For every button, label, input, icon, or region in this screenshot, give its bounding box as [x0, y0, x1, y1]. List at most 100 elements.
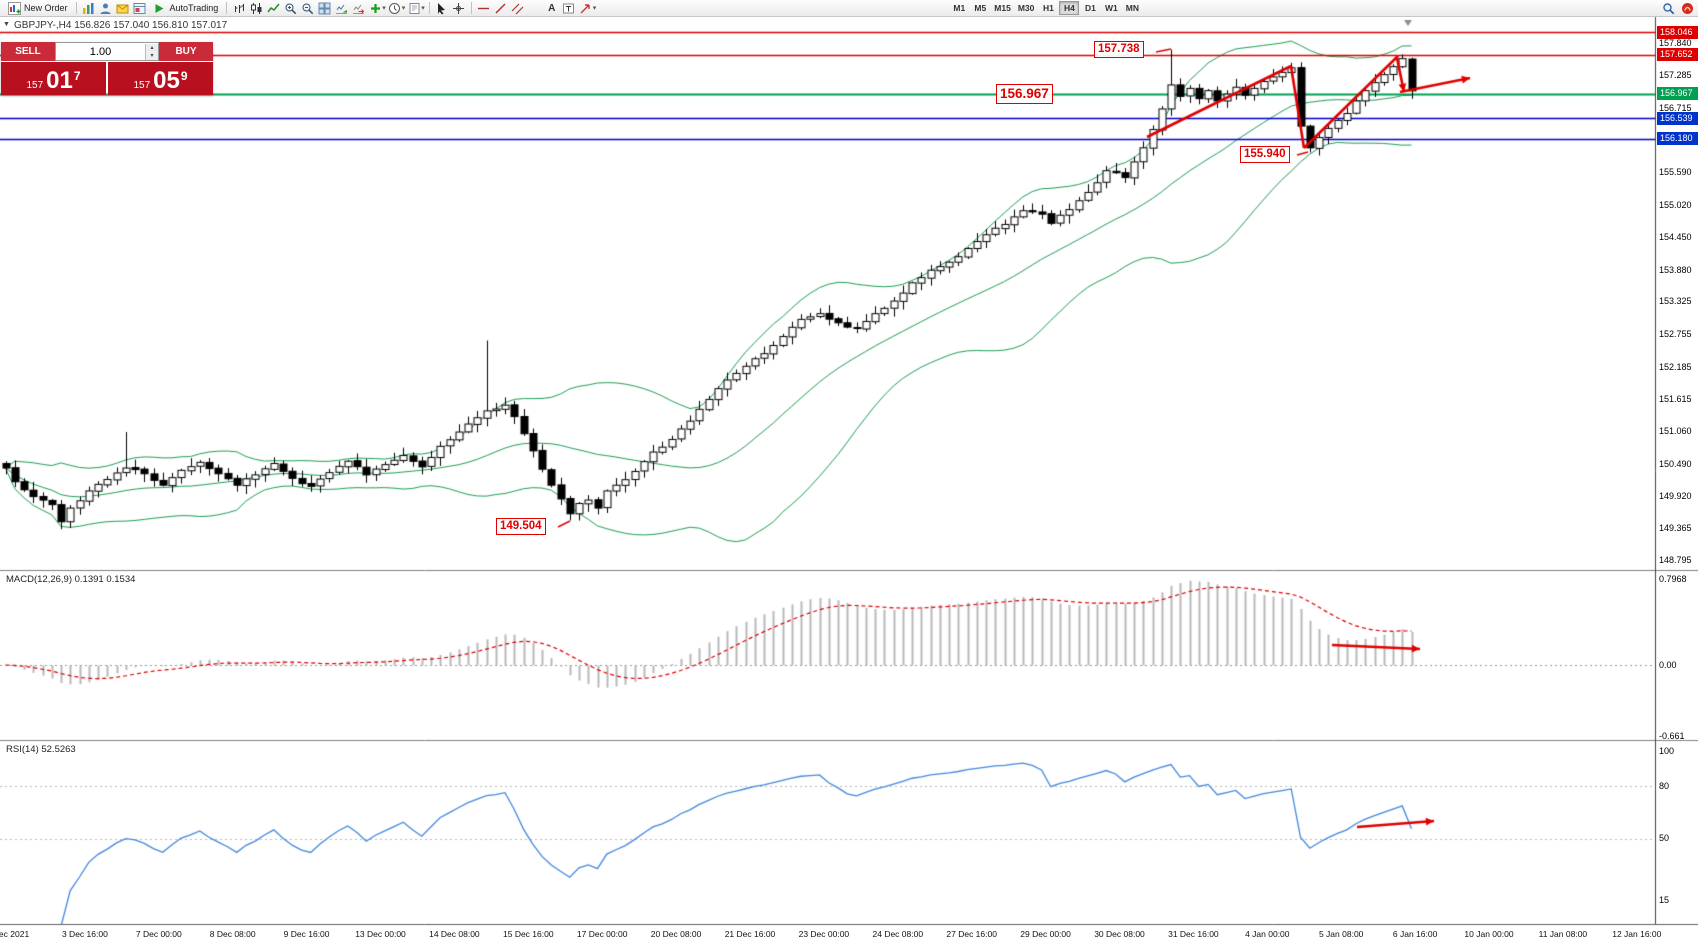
shapes-icon[interactable]: [578, 1, 594, 16]
periods-icon[interactable]: [387, 1, 403, 16]
market-watch-icon[interactable]: [81, 1, 97, 16]
timeframe-m15-button[interactable]: M15: [994, 3, 1011, 13]
stepper-down-icon[interactable]: ▾: [146, 51, 158, 60]
price-axis-tag: 156.539: [1657, 111, 1698, 125]
volume-input[interactable]: [56, 45, 145, 58]
timeframe-d1-button[interactable]: D1: [1084, 3, 1096, 13]
autotrading-button[interactable]: AutoTrading: [149, 1, 223, 16]
time-axis-label: 6 Jan 16:00: [1392, 929, 1438, 939]
cursor-icon[interactable]: [434, 1, 450, 16]
tile-windows-icon[interactable]: [316, 1, 332, 16]
price-axis-label: 151.615: [1659, 394, 1692, 405]
price-axis-label: 155.590: [1659, 166, 1692, 177]
price-axis-label: 155.020: [1659, 199, 1692, 210]
price-axis-tag: 156.180: [1657, 132, 1698, 146]
time-axis-label: 8 Dec 08:00: [209, 929, 256, 939]
chevron-down-icon[interactable]: ▾: [382, 5, 386, 12]
timeframe-h4-button[interactable]: H4: [1059, 1, 1080, 15]
auto-scroll-icon[interactable]: [333, 1, 349, 16]
channel-icon[interactable]: [510, 1, 526, 16]
price-axis-label: 157.840: [1659, 38, 1692, 49]
price-callout[interactable]: 149.504: [496, 518, 546, 535]
rsi-axis-label: 100: [1659, 745, 1675, 756]
price-axis-label: 157.285: [1659, 70, 1692, 80]
new-order-button[interactable]: New Order: [3, 1, 72, 16]
sell-price-button[interactable]: 157 01 7: [1, 62, 106, 95]
time-axis-label: 27 Dec 16:00: [946, 929, 997, 939]
price-axis-label: 152.185: [1659, 361, 1692, 372]
bar-chart-icon[interactable]: [231, 1, 247, 16]
price-callout[interactable]: 155.940: [1240, 146, 1290, 163]
price-axis-label: 151.060: [1659, 425, 1692, 436]
buy-price-button[interactable]: 157 05 9: [108, 62, 213, 95]
buy-price-pip: 9: [180, 69, 188, 83]
rsi-label: RSI(14) 52.5263: [6, 744, 76, 755]
chart-shift-icon[interactable]: [350, 1, 366, 16]
time-axis-label: 23 Dec 00:00: [798, 929, 850, 939]
time-axis-label: 3 Dec 16:00: [61, 929, 108, 939]
timeframe-m1-button[interactable]: M1: [953, 3, 966, 13]
candlestick-chart-icon[interactable]: [248, 1, 264, 16]
search-icon[interactable]: [1660, 1, 1676, 16]
buy-price-big: 05: [153, 67, 180, 94]
timeframe-w1-button[interactable]: W1: [1105, 3, 1118, 13]
buy-button[interactable]: BUY: [159, 42, 213, 61]
chevron-down-icon[interactable]: ▾: [401, 5, 406, 12]
price-axis-label: 156.715: [1659, 102, 1692, 113]
price-callout[interactable]: 156.967: [996, 84, 1053, 104]
chevron-down-icon[interactable]: ▾: [421, 5, 425, 12]
zoom-in-icon[interactable]: [282, 1, 298, 16]
toolbar-separator: [428, 2, 430, 14]
time-axis-label: 17 Dec 00:00: [576, 929, 628, 939]
volume-stepper[interactable]: ▴ ▾: [145, 43, 158, 60]
new-order-label: New Order: [24, 3, 68, 13]
fibonacci-icon[interactable]: [527, 1, 543, 16]
time-axis-label: 20 Dec 08:00: [650, 929, 702, 939]
time-axis-label: 7 Dec 00:00: [135, 929, 182, 939]
line-chart-icon[interactable]: [265, 1, 281, 16]
timeframe-m30-button[interactable]: M30: [1017, 3, 1035, 13]
time-axis-label: 13 Dec 00:00: [355, 929, 406, 939]
trendline-icon[interactable]: [493, 1, 509, 16]
macd-label: MACD(12,26,9) 0.1391 0.1534: [6, 574, 136, 585]
chevron-down-icon[interactable]: ▾: [592, 5, 597, 12]
rsi-axis-label: 80: [1659, 780, 1670, 791]
timeframe-mn-button[interactable]: MN: [1125, 3, 1139, 13]
time-axis-label: 5 Jan 08:00: [1318, 929, 1364, 939]
price-callout[interactable]: 157.738: [1094, 41, 1144, 58]
timeframe-bar: M1 M5 M15 M30 H1 H4 D1 W1 MN: [949, 1, 1142, 15]
new-order-icon: [7, 1, 21, 15]
autotrading-icon: [153, 1, 167, 15]
crosshair-icon[interactable]: [451, 1, 467, 16]
price-axis-label: 152.755: [1659, 329, 1692, 340]
community-icon[interactable]: [1679, 1, 1695, 16]
volume-box: ▴▾: [55, 42, 159, 61]
text-label-icon[interactable]: [561, 1, 577, 16]
text-tool-icon[interactable]: A: [548, 2, 556, 14]
timeframe-h1-button[interactable]: H1: [1042, 3, 1054, 13]
time-axis-label: 21 Dec 16:00: [724, 929, 776, 939]
sell-button[interactable]: SELL: [1, 42, 55, 61]
zoom-out-icon[interactable]: [299, 1, 315, 16]
one-click-collapse-icon[interactable]: ▼: [3, 21, 10, 28]
terminal-icon[interactable]: [132, 1, 148, 16]
sell-price-big: 01: [46, 67, 73, 94]
sell-price-pip: 7: [73, 69, 81, 83]
timeframe-m5-button[interactable]: M5: [974, 3, 987, 13]
price-axis-tag: 157.652: [1657, 48, 1698, 62]
templates-icon[interactable]: [406, 1, 422, 16]
profile-icon[interactable]: [98, 1, 114, 16]
toolbar: New Order AutoTrading ▾ ▾ ▾ A ▾ M1 M5 M1…: [0, 0, 1698, 17]
indicators-icon[interactable]: [367, 1, 383, 16]
stepper-up-icon[interactable]: ▴: [146, 43, 158, 52]
one-click-trade-panel: SELL ▴▾ BUY 157 01 7 157 05 9: [1, 42, 213, 95]
toolbar-separator: [470, 2, 472, 14]
price-axis-label: 154.450: [1659, 232, 1692, 243]
autotrading-label: AutoTrading: [169, 3, 219, 13]
news-icon[interactable]: [115, 1, 131, 16]
horizontal-line-icon[interactable]: [476, 1, 492, 16]
price-axis-label: 153.325: [1659, 296, 1692, 307]
